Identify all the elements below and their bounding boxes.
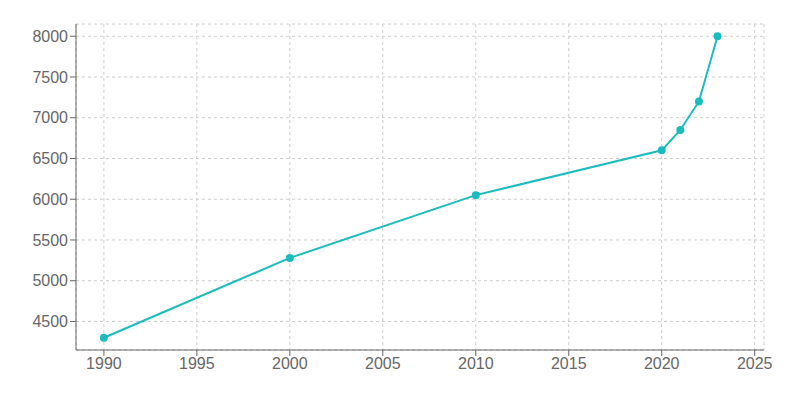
svg-text:2000: 2000 (272, 355, 308, 372)
svg-text:2015: 2015 (551, 355, 587, 372)
svg-text:4500: 4500 (32, 313, 68, 330)
svg-text:5000: 5000 (32, 272, 68, 289)
svg-text:2020: 2020 (644, 355, 680, 372)
svg-text:2005: 2005 (365, 355, 401, 372)
svg-text:1990: 1990 (86, 355, 122, 372)
svg-text:6500: 6500 (32, 150, 68, 167)
svg-text:7000: 7000 (32, 109, 68, 126)
svg-text:2010: 2010 (458, 355, 494, 372)
svg-text:5500: 5500 (32, 232, 68, 249)
svg-text:1995: 1995 (179, 355, 215, 372)
svg-text:8000: 8000 (32, 28, 68, 45)
svg-text:2025: 2025 (737, 355, 773, 372)
svg-text:6000: 6000 (32, 191, 68, 208)
svg-text:7500: 7500 (32, 69, 68, 86)
